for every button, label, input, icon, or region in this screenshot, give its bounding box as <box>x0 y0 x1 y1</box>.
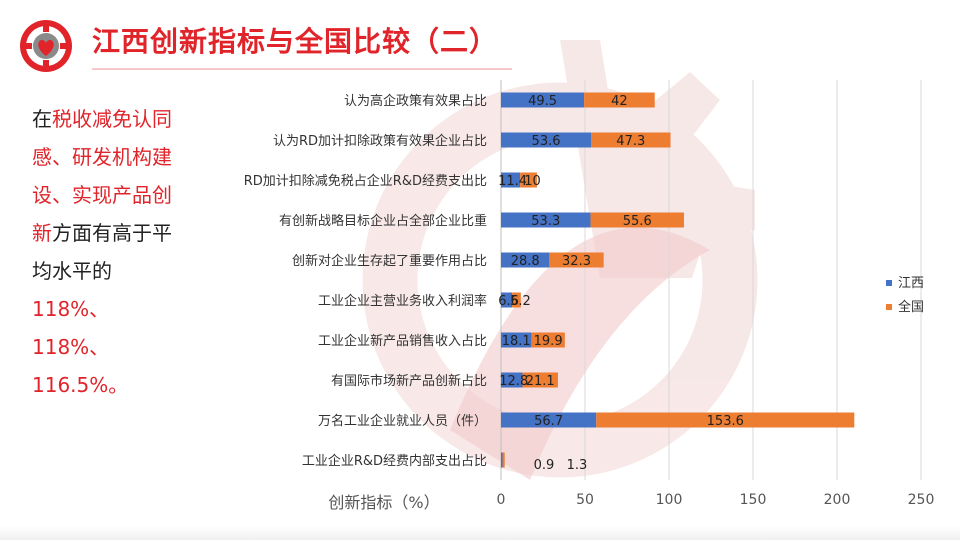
bar-national-6 <box>531 332 565 348</box>
value-label-national-0: 42 <box>611 94 628 109</box>
bar-jiangxi-0 <box>501 92 585 108</box>
bar-jiangxi-4 <box>501 252 550 268</box>
legend-swatch-national <box>886 304 892 310</box>
legend-swatch-jiangxi <box>886 280 892 286</box>
page-title: 江西创新指标与全国比较（二） <box>92 25 499 58</box>
category-label-7: 有国际市场新产品创新占比 <box>331 373 487 389</box>
category-label-4: 创新对企业生存起了重要作用占比 <box>292 253 487 269</box>
value-label-national-2: 10 <box>524 174 541 189</box>
value-label-national-7: 21.1 <box>526 374 555 389</box>
legend-label-jiangxi: 江西 <box>898 276 924 291</box>
summary-text-2: 方面有高于平均水平的 <box>32 221 172 283</box>
x-tick-label-0: 0 <box>497 492 506 508</box>
summary-text-1: 在 <box>32 107 52 131</box>
value-label-national-5: 5.2 <box>510 294 531 309</box>
summary-highlight-2: 118%、118%、116.5%。 <box>32 297 129 397</box>
value-label-jiangxi-2: 11.4 <box>498 174 527 189</box>
value-label-jiangxi-1: 53.6 <box>532 134 561 149</box>
bar-jiangxi-6 <box>501 332 532 348</box>
value-label-jiangxi-3: 53.3 <box>531 214 560 229</box>
bar-national-7 <box>522 372 558 388</box>
x-tick-label-1: 50 <box>576 492 594 508</box>
value-label-jiangxi-4: 28.8 <box>511 254 540 269</box>
x-tick-label-2: 100 <box>656 492 683 508</box>
value-label-national-1: 47.3 <box>616 134 645 149</box>
bar-jiangxi-7 <box>501 372 523 388</box>
bar-national-5 <box>512 292 521 308</box>
value-label-jiangxi-8: 56.7 <box>534 414 563 429</box>
bar-national-3 <box>590 212 684 228</box>
category-label-6: 工业企业新产品销售收入占比 <box>318 333 487 349</box>
x-tick-label-4: 200 <box>824 492 851 508</box>
category-label-2: RD加计扣除减免税占企业R&D经费支出比 <box>244 173 487 189</box>
value-label-national-4: 32.3 <box>562 254 591 269</box>
bar-national-4 <box>549 252 604 268</box>
x-tick-label-5: 250 <box>908 492 935 508</box>
value-label-jiangxi-6: 18.1 <box>502 334 531 349</box>
value-label-jiangxi-0: 49.5 <box>528 94 557 109</box>
bottom-band <box>0 526 960 540</box>
category-label-8: 万名工业企业就业人员（件） <box>318 413 487 429</box>
legend-label-national: 全国 <box>898 299 924 315</box>
value-label-national-6: 19.9 <box>534 334 563 349</box>
value-label-jiangxi-9: 0.9 <box>534 458 555 473</box>
category-label-9: 工业企业R&D经费内部支出占比 <box>302 453 487 469</box>
value-label-national-8: 153.6 <box>707 414 744 429</box>
value-label-jiangxi-7: 12.8 <box>499 374 528 389</box>
bar-national-9 <box>502 452 505 468</box>
bar-national-2 <box>520 172 537 188</box>
bar-national-1 <box>591 132 671 148</box>
value-label-national-3: 55.6 <box>623 214 652 229</box>
category-label-5: 工业企业主营业务收入利润率 <box>318 293 487 309</box>
gear-heart-logo-icon <box>20 20 72 72</box>
bar-national-0 <box>584 92 655 108</box>
bar-jiangxi-3 <box>501 212 591 228</box>
category-label-1: 认为RD加计扣除政策有效果企业占比 <box>273 133 487 149</box>
bar-jiangxi-8 <box>501 412 597 428</box>
category-label-0: 认为高企政策有效果占比 <box>344 93 487 109</box>
sidebar-summary: 在税收减免认同感、研发机构建设、实现产品创新方面有高于平均水平的 118%、118… <box>32 100 172 404</box>
title-divider <box>92 68 512 70</box>
value-label-jiangxi-5: 6.6 <box>498 294 519 309</box>
bar-jiangxi-1 <box>501 132 592 148</box>
bar-national-8 <box>596 412 855 428</box>
bar-jiangxi-5 <box>501 292 513 308</box>
bar-jiangxi-2 <box>501 172 521 188</box>
summary-highlight-1: 税收减免认同感、研发机构建设、实现产品创新 <box>32 107 172 245</box>
category-label-3: 有创新战略目标企业占全部企业比重 <box>279 213 487 229</box>
x-tick-label-3: 150 <box>740 492 767 508</box>
bar-jiangxi-9 <box>501 452 503 468</box>
x-axis-label: 创新指标（%） <box>328 493 439 512</box>
value-label-national-9: 1.3 <box>567 458 588 473</box>
